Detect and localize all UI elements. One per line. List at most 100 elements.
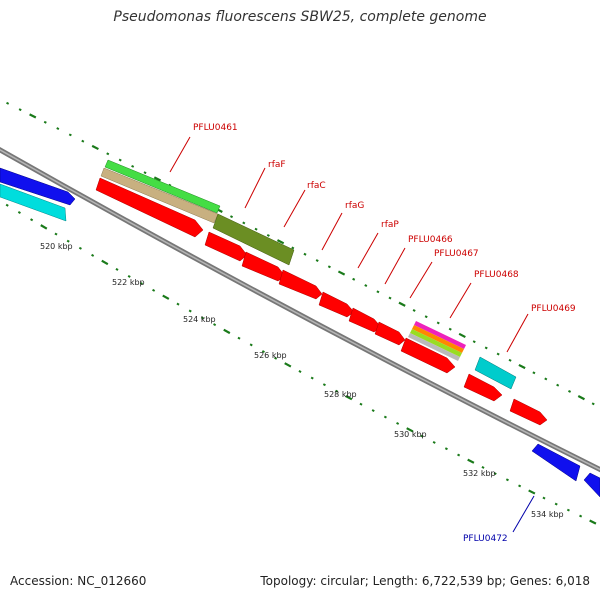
minor-tick xyxy=(81,139,85,143)
gene-label-pflu0467[interactable]: PFLU0467 xyxy=(434,249,479,259)
reverse-gene-feature[interactable] xyxy=(583,472,600,498)
minor-tick xyxy=(127,274,131,278)
minor-tick xyxy=(505,478,509,482)
gene-label-rfag[interactable]: rfaG xyxy=(345,201,364,211)
minor-tick xyxy=(532,371,536,375)
minor-tick xyxy=(518,484,522,488)
minor-tick xyxy=(436,321,440,325)
feature-bar-orange[interactable] xyxy=(412,325,464,353)
forward-gene-arrow[interactable] xyxy=(204,231,248,262)
reverse-gene-feature[interactable] xyxy=(531,443,581,482)
minor-tick xyxy=(472,340,476,344)
minor-tick xyxy=(566,508,570,512)
genome-backbone xyxy=(0,146,600,473)
minor-tick xyxy=(152,288,156,292)
minor-tick xyxy=(143,171,147,175)
minor-tick xyxy=(420,434,424,438)
gene-label-pflu0468[interactable]: PFLU0468 xyxy=(474,270,519,280)
minor-tick xyxy=(43,120,47,124)
forward-gene-arrow[interactable] xyxy=(318,291,355,318)
forward-gene-arrow[interactable] xyxy=(463,373,503,402)
scale-label: 530 kbp xyxy=(394,430,427,439)
inner-tick-ring xyxy=(5,203,597,525)
scale-label: 520 kbp xyxy=(40,242,73,251)
minor-tick xyxy=(18,108,22,112)
minor-tick xyxy=(229,215,234,219)
gene-label-rfac[interactable]: rfaC xyxy=(307,181,326,191)
major-tick xyxy=(518,363,526,370)
minor-tick xyxy=(424,315,428,319)
forward-gene-arrow[interactable] xyxy=(374,321,406,346)
major-tick xyxy=(284,362,292,368)
scale-label: 524 kbp xyxy=(183,315,216,324)
minor-tick xyxy=(388,296,392,300)
gene-label-rfap[interactable]: rfaP xyxy=(381,220,399,230)
minor-tick xyxy=(457,453,461,457)
feature-bar-green[interactable] xyxy=(104,159,221,214)
minor-tick xyxy=(412,309,416,312)
accession-text: Accession: NC_012660 xyxy=(10,574,147,588)
feature-bar-magenta[interactable] xyxy=(414,321,466,349)
minor-tick xyxy=(298,370,302,373)
minor-tick xyxy=(432,441,436,444)
gene-label-pflu0469[interactable]: PFLU0469 xyxy=(531,304,576,314)
feature-bar-olive[interactable] xyxy=(212,213,295,266)
major-tick xyxy=(153,176,162,182)
gene-label-pflu0461[interactable]: PFLU0461 xyxy=(193,123,238,133)
major-tick xyxy=(458,332,466,339)
major-tick xyxy=(577,394,585,401)
reverse-gene-feature[interactable] xyxy=(0,167,76,206)
minor-tick xyxy=(335,389,339,393)
minor-tick xyxy=(261,350,265,354)
minor-tick xyxy=(556,383,560,387)
reverse-gene-feature[interactable] xyxy=(0,183,67,222)
forward-gene-arrow[interactable] xyxy=(348,307,382,333)
scale-label: 534 kbp xyxy=(531,510,564,519)
minor-tick xyxy=(481,466,485,469)
major-tick xyxy=(406,427,414,433)
minor-tick xyxy=(30,218,34,222)
minor-tick xyxy=(176,302,180,306)
major-tick xyxy=(101,259,109,266)
minor-tick xyxy=(56,127,60,131)
major-tick xyxy=(162,294,170,300)
minor-tick xyxy=(396,421,400,425)
minor-tick xyxy=(554,502,558,506)
feature-bar-lime[interactable] xyxy=(410,329,462,357)
minor-tick xyxy=(200,316,204,320)
minor-tick xyxy=(274,356,278,360)
topology-text: Topology: circular; Length: 6,722,539 bp… xyxy=(260,574,590,588)
minor-tick xyxy=(371,409,375,413)
forward-gene-arrow[interactable] xyxy=(95,177,204,238)
minor-tick xyxy=(544,377,548,381)
forward-gene-arrow[interactable] xyxy=(509,398,548,426)
minor-tick xyxy=(327,265,331,269)
feature-bar-tan[interactable] xyxy=(100,167,219,224)
outer-tick-ring xyxy=(6,101,595,406)
minor-tick xyxy=(237,336,241,340)
minor-tick xyxy=(291,246,295,250)
minor-tick xyxy=(78,246,82,250)
minor-tick xyxy=(249,343,253,347)
gene-label-pflu0466[interactable]: PFLU0466 xyxy=(408,235,453,245)
scale-label: 522 kbp xyxy=(112,278,145,287)
major-tick xyxy=(337,270,346,276)
gene-label-pflu0472[interactable]: PFLU0472 xyxy=(463,534,508,544)
minor-tick xyxy=(266,234,270,237)
minor-tick xyxy=(188,309,192,313)
forward-gene-arrow[interactable] xyxy=(400,337,456,374)
cyan-feature[interactable] xyxy=(474,356,517,390)
major-tick xyxy=(91,144,99,151)
minor-tick xyxy=(568,389,572,393)
feature-bar-grey[interactable] xyxy=(408,333,460,361)
minor-tick xyxy=(66,239,70,243)
minor-tick xyxy=(493,472,497,476)
gene-label-rfaf[interactable]: rfaF xyxy=(268,160,286,170)
minor-tick xyxy=(310,376,314,380)
minor-tick xyxy=(6,101,10,105)
minor-tick xyxy=(448,327,452,331)
minor-tick xyxy=(254,227,258,231)
forward-gene-arrow[interactable] xyxy=(278,269,323,300)
minor-tick xyxy=(579,514,583,518)
